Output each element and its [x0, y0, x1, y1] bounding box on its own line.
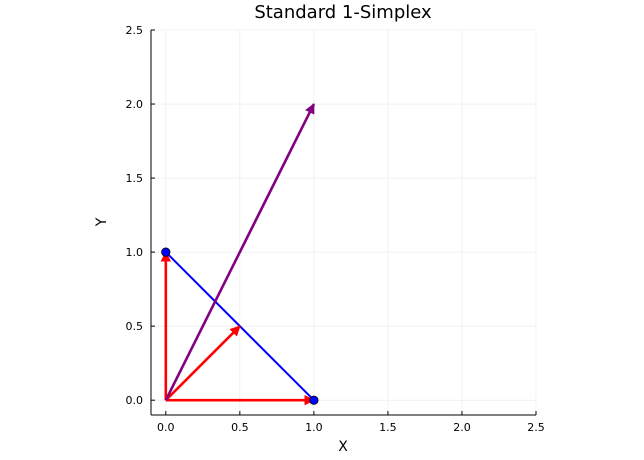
ticks: 0.0 0.5 1.0 1.5 2.0 2.5 0.0 0.5 1.0 1.5 2.0 2.5 — [126, 24, 545, 434]
vertex-point — [309, 395, 319, 405]
y-tick-label: 2.5 — [126, 24, 144, 37]
x-tick-label: 2.5 — [527, 421, 545, 434]
purple-arrow — [164, 103, 316, 401]
y-tick-label: 1.0 — [126, 246, 144, 259]
x-tick-label: 1.0 — [305, 421, 323, 434]
x-tick-label: 1.5 — [379, 421, 397, 434]
axes — [150, 30, 536, 416]
x-tick-label: 0.0 — [157, 421, 175, 434]
y-tick-label: 0.5 — [126, 320, 144, 333]
red-arrow — [164, 325, 241, 402]
y-tick-label: 1.5 — [126, 172, 144, 185]
x-tick-label: 0.5 — [231, 421, 249, 434]
y-tick-label: 2.0 — [126, 98, 144, 111]
vertex-point — [161, 247, 171, 257]
x-axis-label: X — [338, 439, 348, 455]
y-tick-label: 0.0 — [126, 394, 144, 407]
y-axis-label: Y — [94, 217, 110, 227]
x-tick-label: 2.0 — [453, 421, 471, 434]
grid — [151, 29, 537, 415]
series — [160, 103, 319, 406]
chart-title: Standard 1-Simplex — [254, 2, 432, 23]
